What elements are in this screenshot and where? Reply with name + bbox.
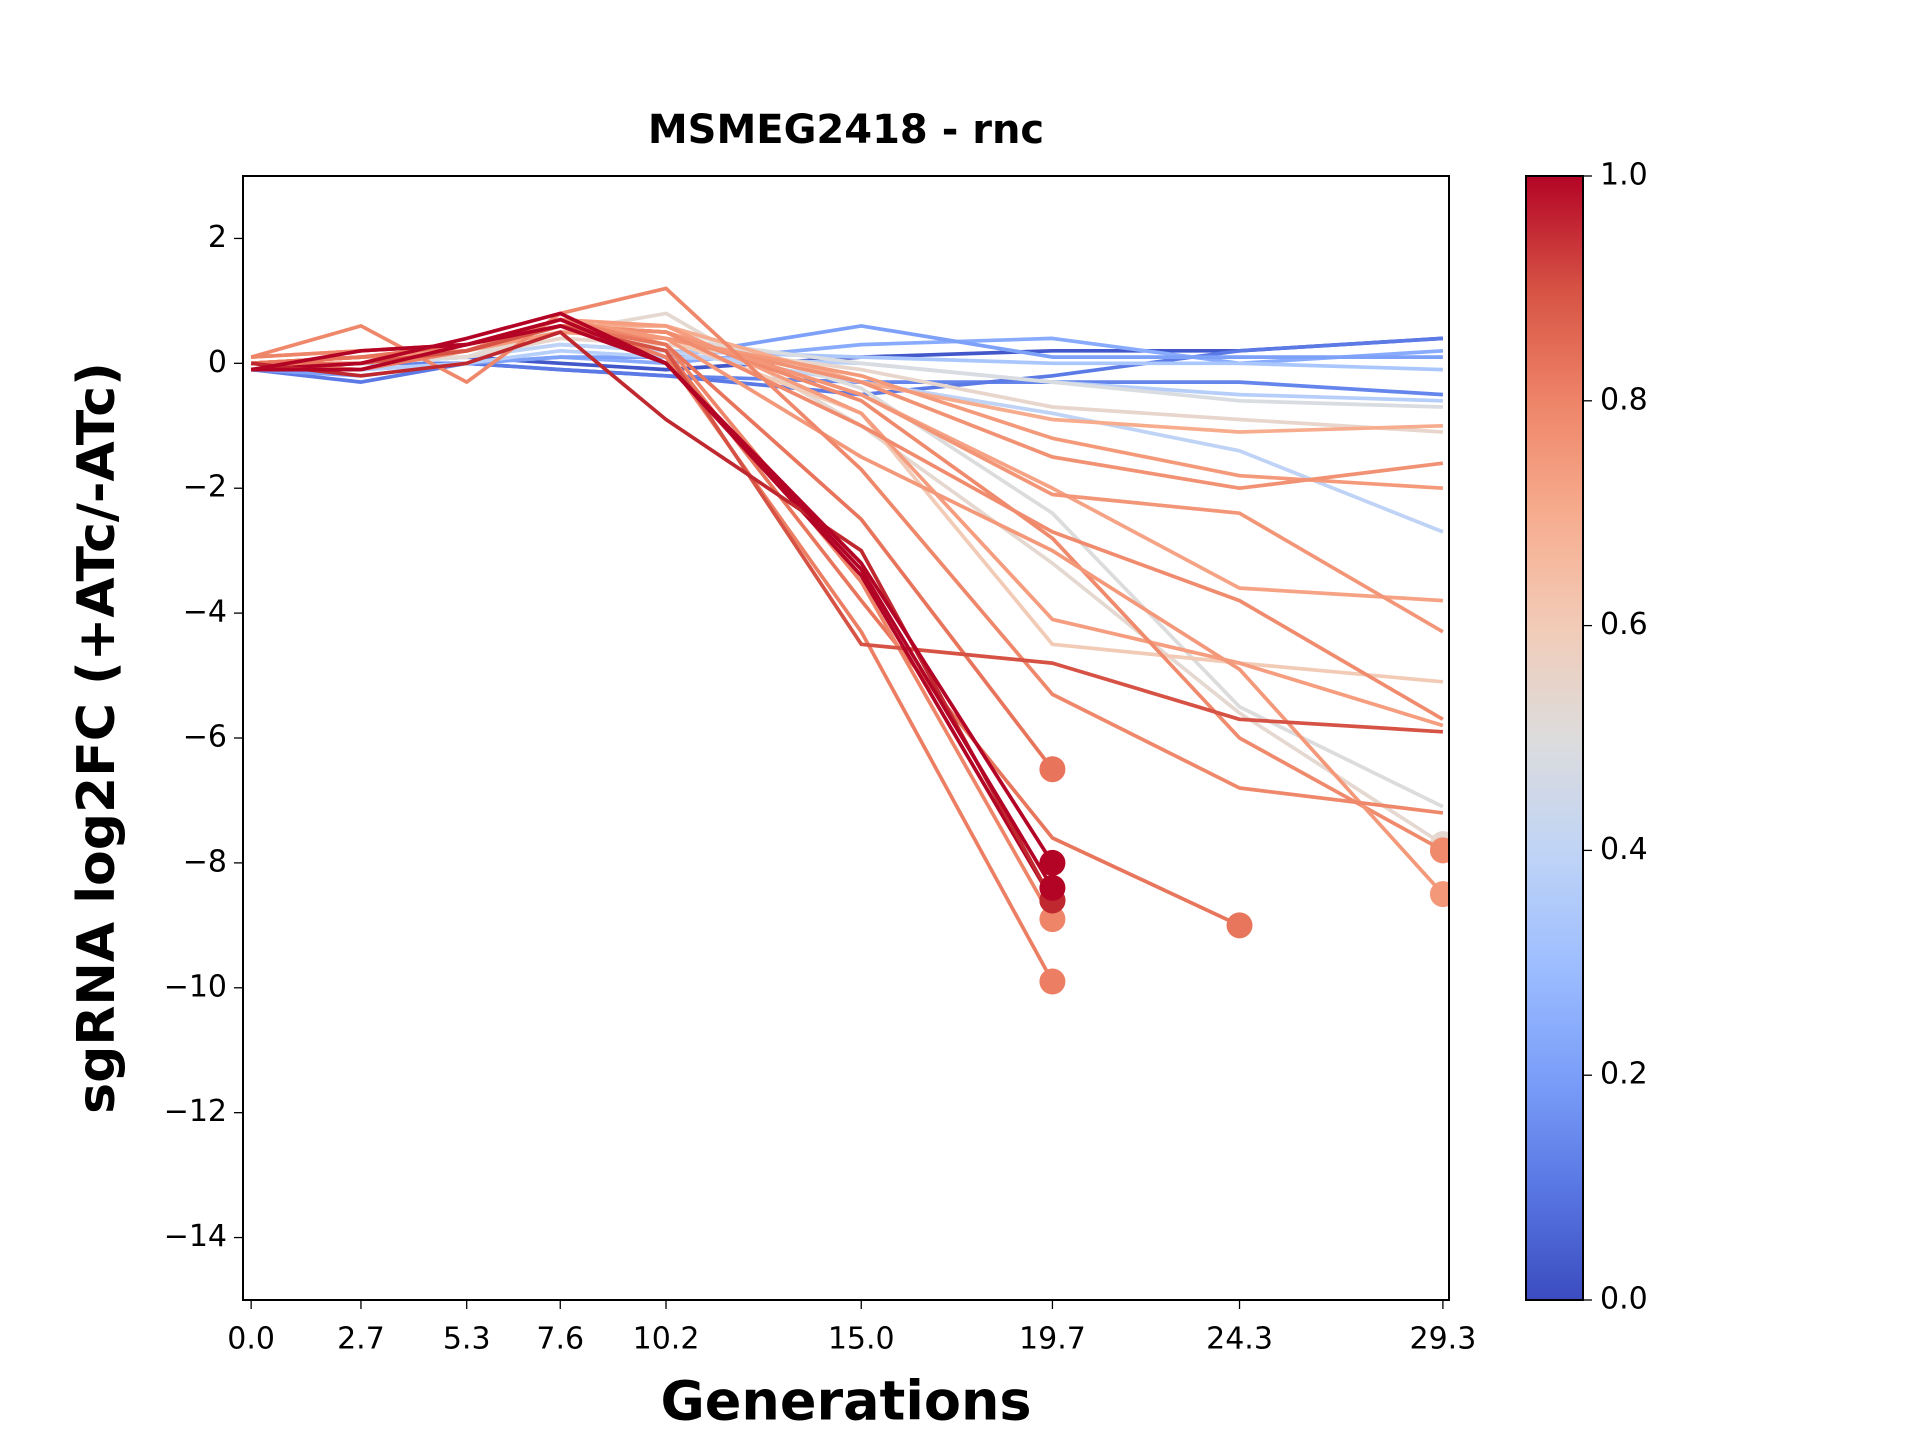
x-tick-label: 0.0 xyxy=(227,1322,275,1357)
x-tick-label: 7.6 xyxy=(536,1322,584,1357)
y-tick-label: −6 xyxy=(183,720,227,755)
colorbar-tick-label: 0.0 xyxy=(1600,1282,1648,1317)
x-tick-label: 5.3 xyxy=(443,1322,491,1357)
end-marker xyxy=(1226,912,1253,939)
series-line xyxy=(250,324,1444,734)
series-line xyxy=(250,317,1054,864)
x-tick-label: 19.7 xyxy=(1019,1322,1086,1357)
chart-title: MSMEG2418 - rnc xyxy=(648,107,1044,153)
series-line xyxy=(250,336,1444,397)
series-line xyxy=(250,311,1054,902)
colorbar-tick-label: 0.6 xyxy=(1600,607,1648,642)
y-tick-label: −8 xyxy=(183,844,227,879)
x-tick-label: 15.0 xyxy=(828,1322,895,1357)
end-marker xyxy=(1039,849,1066,876)
y-tick-label: −12 xyxy=(164,1094,227,1129)
y-tick-label: −10 xyxy=(164,969,227,1004)
colorbar-tick-label: 0.8 xyxy=(1600,382,1648,417)
x-tick-label: 2.7 xyxy=(337,1322,385,1357)
y-tick-label: 0 xyxy=(208,345,227,380)
x-tick-label: 29.3 xyxy=(1410,1322,1477,1357)
end-marker xyxy=(1039,874,1066,901)
x-tick-label: 10.2 xyxy=(633,1322,700,1357)
y-tick-label: −14 xyxy=(164,1219,227,1254)
y-tick-label: −2 xyxy=(183,470,227,505)
plot-area xyxy=(250,286,1449,995)
colorbar-tick-label: 1.0 xyxy=(1600,158,1648,193)
colorbar-tick-label: 0.4 xyxy=(1600,832,1648,867)
x-tick-label: 24.3 xyxy=(1206,1322,1273,1357)
series-line xyxy=(250,330,1055,902)
y-tick-label: 2 xyxy=(208,220,227,255)
x-axis-label: Generations xyxy=(660,1370,1031,1433)
series-line xyxy=(251,317,1445,896)
colorbar xyxy=(1525,175,1584,1301)
y-axis-label: sgRNA log2FC (+ATc/-ATc) xyxy=(67,362,127,1114)
end-marker xyxy=(1429,881,1449,908)
colorbar-tick-label: 0.2 xyxy=(1600,1057,1648,1092)
series-line xyxy=(250,286,1444,815)
end-marker xyxy=(1039,906,1066,933)
end-marker xyxy=(1039,756,1066,783)
series-line xyxy=(251,324,1054,889)
end-marker xyxy=(1429,837,1449,864)
y-tick-label: −4 xyxy=(183,595,227,630)
end-marker xyxy=(1039,968,1066,995)
